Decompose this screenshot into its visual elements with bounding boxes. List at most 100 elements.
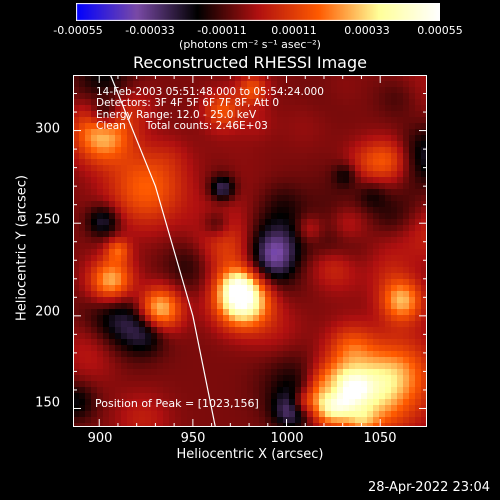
heatmap-cell — [73, 249, 80, 256]
heatmap-cell — [145, 273, 152, 280]
heatmap-cell — [211, 93, 218, 100]
heatmap-cell — [367, 165, 374, 172]
heatmap-cell — [133, 93, 140, 100]
heatmap-cell — [217, 189, 224, 196]
heatmap-cell — [241, 261, 248, 268]
heatmap-cell — [361, 165, 368, 172]
heatmap-cell — [121, 291, 128, 298]
heatmap-cell — [295, 345, 302, 352]
heatmap-cell — [193, 273, 200, 280]
heatmap-cell — [265, 393, 272, 400]
heatmap-cell — [73, 177, 80, 184]
heatmap-cell — [199, 93, 206, 100]
heatmap-cell — [163, 231, 170, 238]
heatmap-cell — [157, 87, 164, 94]
heatmap-cell — [295, 99, 302, 106]
heatmap-cell — [193, 423, 200, 427]
heatmap-cell — [157, 195, 164, 202]
heatmap-cell — [121, 141, 128, 148]
heatmap-cell — [397, 165, 404, 172]
heatmap-cell — [415, 129, 422, 136]
heatmap-cell — [223, 273, 230, 280]
heatmap-cell — [97, 159, 104, 166]
heatmap-cell — [181, 159, 188, 166]
heatmap-cell — [73, 237, 80, 244]
heatmap-cell — [259, 105, 266, 112]
heatmap-cell — [223, 279, 230, 286]
heatmap-cell — [247, 357, 254, 364]
heatmap-cell — [103, 105, 110, 112]
heatmap-cell — [103, 381, 110, 388]
heatmap-cell — [241, 153, 248, 160]
heatmap-cell — [331, 87, 338, 94]
heatmap-cell — [211, 195, 218, 202]
heatmap-cell — [409, 105, 416, 112]
heatmap-cell — [271, 225, 278, 232]
heatmap-cell — [409, 303, 416, 310]
heatmap-cell — [355, 129, 362, 136]
heatmap-cell — [205, 285, 212, 292]
heatmap-cell — [181, 369, 188, 376]
heatmap-cell — [169, 381, 176, 388]
heatmap-cell — [175, 267, 182, 274]
heatmap-cell — [415, 153, 422, 160]
heatmap-cell — [289, 291, 296, 298]
heatmap-cell — [139, 171, 146, 178]
heatmap-cell — [193, 279, 200, 286]
heatmap-cell — [115, 351, 122, 358]
heatmap-cell — [103, 417, 110, 424]
heatmap-cell — [253, 381, 260, 388]
heatmap-cell — [361, 261, 368, 268]
heatmap-cell — [223, 387, 230, 394]
heatmap-cell — [289, 183, 296, 190]
heatmap-cell — [97, 357, 104, 364]
heatmap-cell — [331, 345, 338, 352]
heatmap-cell — [397, 159, 404, 166]
heatmap-cell — [421, 363, 427, 370]
heatmap-cell — [331, 363, 338, 370]
heatmap-cell — [259, 249, 266, 256]
heatmap-cell — [151, 153, 158, 160]
heatmap-cell — [133, 87, 140, 94]
heatmap-cell — [199, 237, 206, 244]
heatmap-cell — [361, 351, 368, 358]
heatmap-cell — [175, 177, 182, 184]
heatmap-cell — [85, 309, 92, 316]
heatmap-cell — [229, 273, 236, 280]
footer-timestamp: 28-Apr-2022 23:04 — [368, 480, 490, 495]
heatmap-cell — [223, 189, 230, 196]
heatmap-cell — [175, 405, 182, 412]
heatmap-cell — [109, 279, 116, 286]
heatmap-cell — [271, 285, 278, 292]
heatmap-cell — [283, 183, 290, 190]
heatmap-cell — [283, 369, 290, 376]
heatmap-cell — [127, 81, 134, 88]
heatmap-cell — [253, 387, 260, 394]
heatmap-cell — [247, 387, 254, 394]
heatmap-cell — [235, 417, 242, 424]
heatmap-cell — [361, 231, 368, 238]
heatmap-cell — [145, 255, 152, 262]
heatmap-cell — [139, 321, 146, 328]
heatmap-cell — [343, 327, 350, 334]
heatmap-cell — [235, 153, 242, 160]
heatmap-cell — [121, 399, 128, 406]
heatmap-cell — [319, 99, 326, 106]
heatmap-cell — [73, 285, 80, 292]
heatmap-cell — [211, 285, 218, 292]
heatmap-cell — [205, 375, 212, 382]
heatmap-cell — [367, 327, 374, 334]
heatmap-cell — [205, 99, 212, 106]
heatmap-cell — [211, 339, 218, 346]
heatmap-cell — [289, 393, 296, 400]
annotation-time-range: 14-Feb-2003 05:51:48.000 to 05:54:24.000 — [96, 86, 324, 98]
heatmap-cell — [181, 411, 188, 418]
heatmap-cell — [103, 225, 110, 232]
heatmap-cell — [361, 369, 368, 376]
heatmap-cell — [361, 303, 368, 310]
heatmap-cell — [391, 315, 398, 322]
heatmap-cell — [337, 375, 344, 382]
heatmap-cell — [91, 105, 98, 112]
heatmap-cell — [349, 309, 356, 316]
heatmap-cell — [421, 417, 427, 424]
